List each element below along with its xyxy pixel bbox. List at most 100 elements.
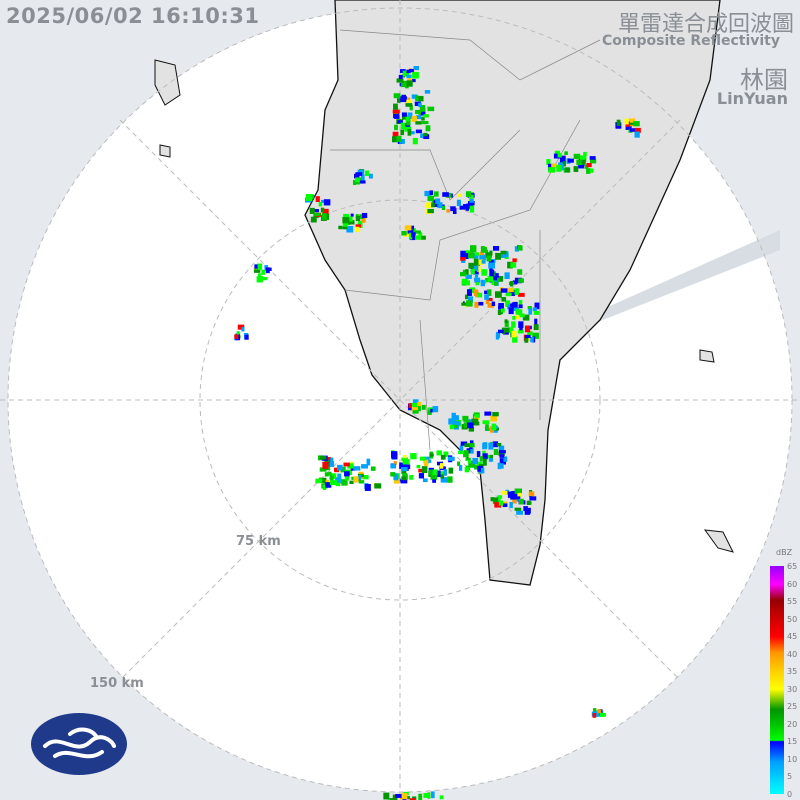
- echo-cell: [412, 410, 419, 414]
- echo-cell: [344, 474, 350, 481]
- echo-cell: [408, 68, 414, 73]
- echo-cell: [397, 120, 403, 124]
- echo-cell: [497, 462, 502, 470]
- echo-cell: [472, 268, 479, 275]
- echo-cell: [400, 129, 405, 136]
- echo-cell: [418, 473, 425, 479]
- echo-cell: [407, 229, 414, 234]
- echo-cell: [527, 305, 532, 310]
- echo-cell: [350, 467, 355, 471]
- echo-cell: [509, 502, 513, 509]
- echo-cell: [503, 501, 508, 506]
- echo-cell: [343, 482, 348, 486]
- echo-cell: [495, 252, 501, 260]
- echo-cell: [532, 332, 539, 339]
- echo-cell: [507, 491, 512, 498]
- echo-cell: [465, 207, 470, 211]
- echo-cell: [411, 232, 416, 238]
- echo-cell: [439, 463, 444, 469]
- echo-cell: [508, 327, 514, 334]
- echo-cell: [357, 478, 361, 482]
- ring-label-150: 150 km: [90, 676, 144, 691]
- echo-cell: [390, 463, 397, 469]
- echo-cell: [526, 507, 531, 514]
- echo-cell: [470, 268, 475, 275]
- echo-cell: [334, 467, 340, 473]
- echo-cell: [395, 793, 402, 798]
- echo-cell: [408, 131, 415, 135]
- echo-cell: [557, 153, 562, 158]
- echo-cell: [408, 232, 413, 240]
- echo-cell: [463, 204, 470, 209]
- echo-cell: [334, 477, 342, 484]
- echo-cell: [358, 475, 362, 480]
- echo-cell: [492, 246, 500, 251]
- echo-cell: [423, 114, 429, 118]
- echo-cell: [342, 217, 350, 224]
- echo-cell: [257, 273, 262, 279]
- islands: [154, 59, 734, 553]
- echo-cell: [480, 467, 485, 474]
- echo-cell: [554, 150, 560, 156]
- cwa-logo: [31, 713, 127, 775]
- echo-cell: [475, 291, 480, 298]
- echo-cell: [484, 290, 490, 295]
- echo-cell: [514, 496, 521, 500]
- echo-cell: [498, 451, 505, 456]
- legend-color-bar: [770, 566, 784, 794]
- echo-cell: [462, 415, 469, 421]
- echo-cell: [512, 315, 516, 320]
- echo-cell: [519, 325, 523, 331]
- echo-cell: [487, 303, 495, 308]
- echo-cell: [420, 235, 426, 240]
- echo-cell: [518, 304, 523, 309]
- echo-cell: [465, 276, 470, 280]
- echo-cell: [500, 250, 507, 255]
- echo-cell: [474, 273, 479, 278]
- echo-cell: [514, 488, 521, 494]
- echo-cell: [479, 456, 483, 462]
- echo-cell: [507, 261, 513, 269]
- dbz-legend: dBZ 65 60 55 50 45 40 35 30 25 20 15 10 5 0: [770, 548, 800, 799]
- legend-tick: 35: [787, 667, 798, 676]
- echo-cell: [512, 497, 517, 504]
- echo-cell: [559, 155, 566, 163]
- echo-cell: [488, 262, 496, 269]
- echo-cell: [328, 471, 332, 476]
- echo-cell: [477, 465, 483, 472]
- echo-cell: [400, 479, 408, 484]
- echo-cell: [599, 712, 606, 717]
- echo-cell: [586, 168, 591, 174]
- legend-tick: 55: [787, 597, 798, 606]
- echo-cell: [624, 118, 629, 125]
- echo-cell: [432, 477, 437, 483]
- echo-cell: [432, 469, 438, 476]
- echo-cell: [355, 226, 360, 232]
- echo-cell: [406, 99, 411, 103]
- echo-cell: [321, 213, 327, 220]
- echo-cell: [368, 173, 373, 179]
- echo-cell: [490, 497, 495, 502]
- echo-cell: [440, 471, 445, 476]
- echo-cell: [519, 498, 524, 505]
- echo-cell: [465, 269, 469, 275]
- echo-cell: [393, 111, 400, 118]
- echo-cell: [423, 793, 430, 798]
- echo-cell: [504, 319, 508, 324]
- echo-cell: [413, 66, 420, 71]
- echo-cell: [467, 422, 474, 429]
- echo-cell: [469, 443, 475, 448]
- echo-cell: [401, 793, 408, 800]
- echo-cell: [522, 314, 530, 321]
- echo-cell: [418, 95, 424, 102]
- echo-cell: [451, 412, 456, 419]
- echo-cell: [567, 158, 574, 163]
- echo-cell: [415, 121, 422, 125]
- echo-cell: [492, 412, 499, 417]
- echo-cell: [415, 115, 422, 120]
- echo-cell: [504, 320, 509, 327]
- echo-cell: [500, 288, 508, 293]
- echo-cell: [564, 151, 568, 156]
- echo-cell: [515, 309, 523, 315]
- echo-cell: [534, 318, 538, 326]
